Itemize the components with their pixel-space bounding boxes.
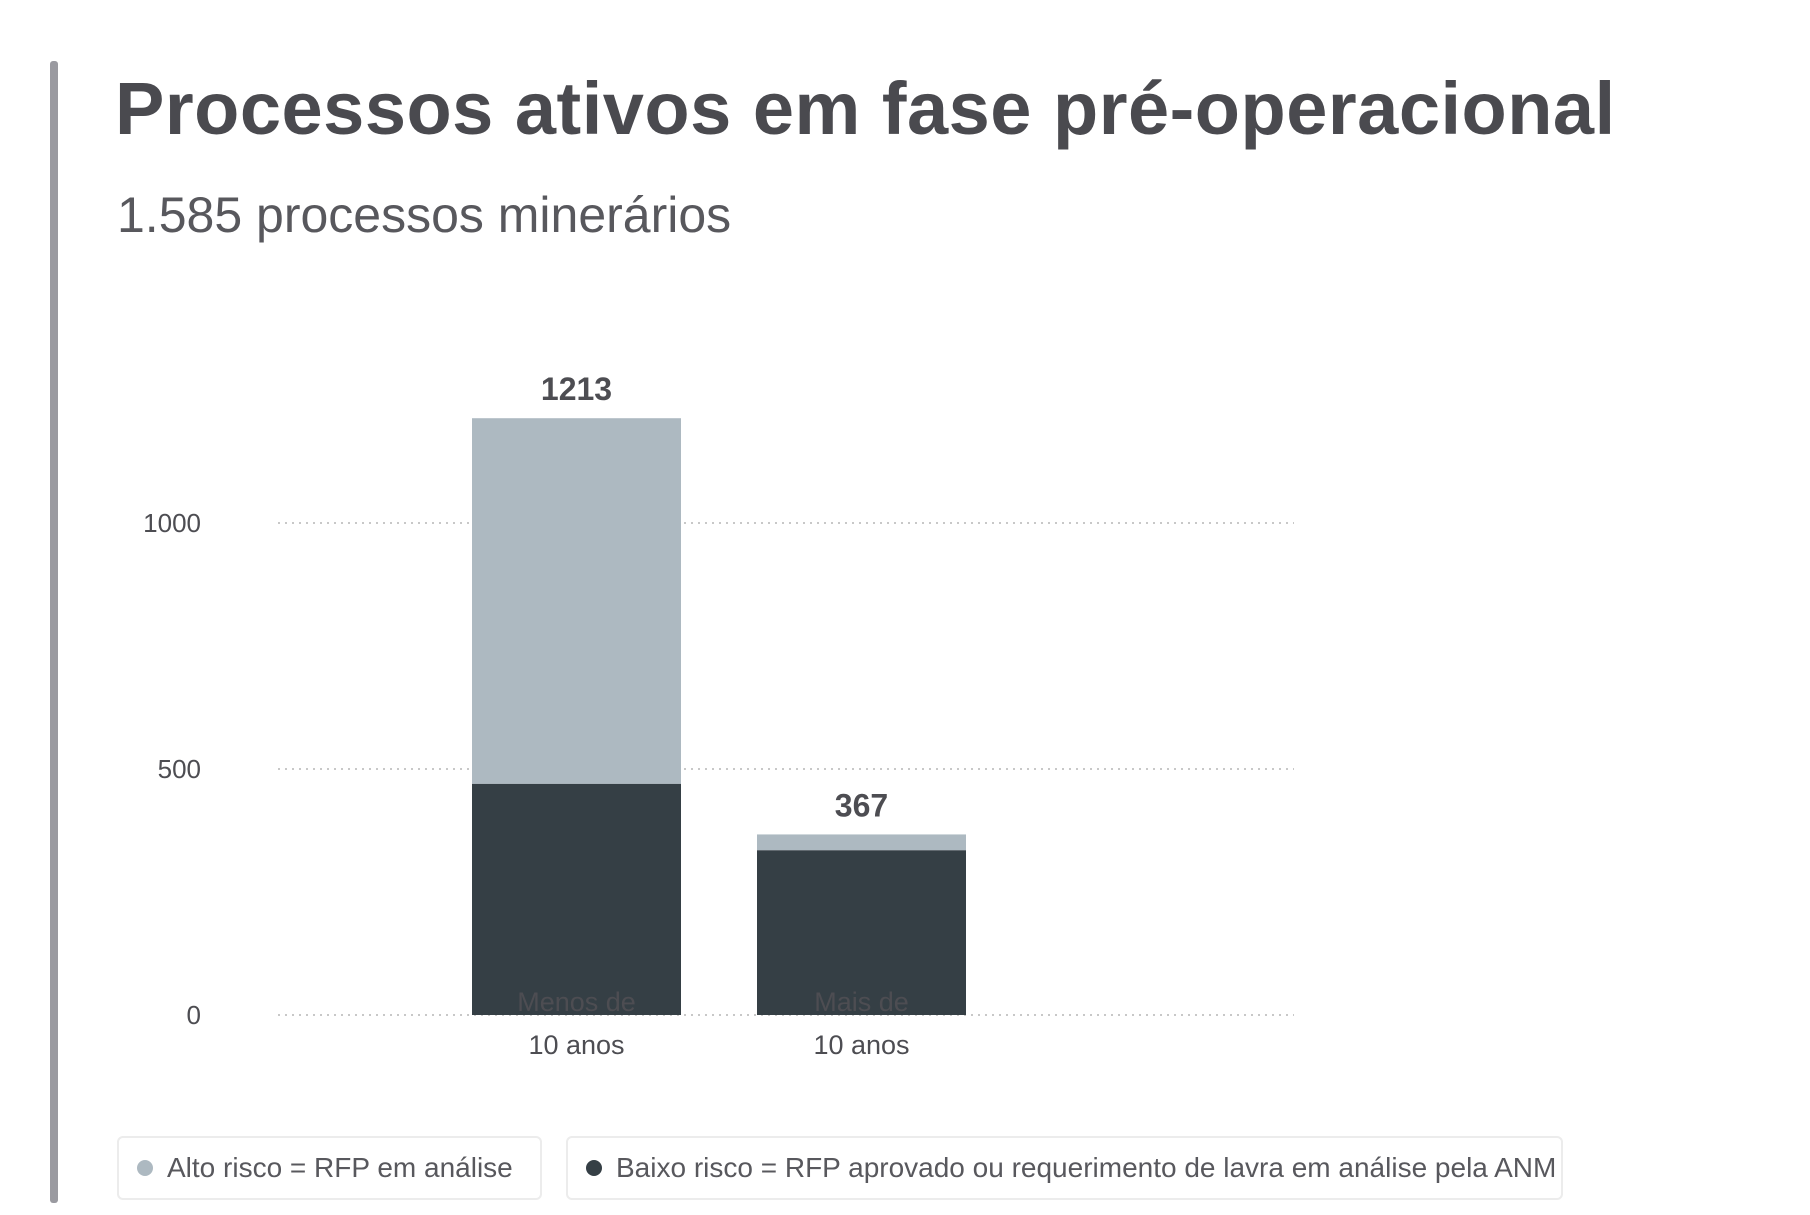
x-category-label: 10 anos bbox=[813, 1030, 909, 1060]
y-tick-label: 500 bbox=[158, 754, 201, 784]
x-category-label: Menos de bbox=[517, 987, 636, 1017]
bar-segment bbox=[757, 850, 966, 1015]
x-category-label: Mais de bbox=[814, 987, 909, 1017]
bar-segment bbox=[472, 783, 681, 1015]
legend-dot-icon bbox=[137, 1160, 153, 1176]
bar-total-label: 367 bbox=[835, 787, 888, 823]
legend-label: Baixo risco = RFP aprovado ou requerimen… bbox=[616, 1152, 1557, 1183]
x-category-label: 10 anos bbox=[528, 1030, 624, 1060]
y-tick-label: 0 bbox=[187, 1000, 201, 1030]
bar-segment bbox=[472, 418, 681, 784]
legend-label: Alto risco = RFP em análise bbox=[167, 1152, 513, 1183]
legend-item-baixo-risco[interactable]: Baixo risco = RFP aprovado ou requerimen… bbox=[566, 1136, 1563, 1200]
legend-dot-icon bbox=[586, 1160, 602, 1176]
chart-subtitle: 1.585 processos minerários bbox=[117, 187, 732, 243]
accent-bar bbox=[50, 61, 58, 1203]
bar-total-label: 1213 bbox=[541, 371, 612, 407]
legend-item-alto-risco[interactable]: Alto risco = RFP em análise bbox=[117, 1136, 542, 1200]
chart-title: Processos ativos em fase pré-operacional bbox=[115, 67, 1616, 150]
y-tick-label: 1000 bbox=[143, 508, 201, 538]
bar-segment bbox=[757, 834, 966, 851]
stacked-bar-chart: 0 500 1000 1213 Menos de 10 anos 367 Mais de 10 … bbox=[143, 371, 1294, 1060]
